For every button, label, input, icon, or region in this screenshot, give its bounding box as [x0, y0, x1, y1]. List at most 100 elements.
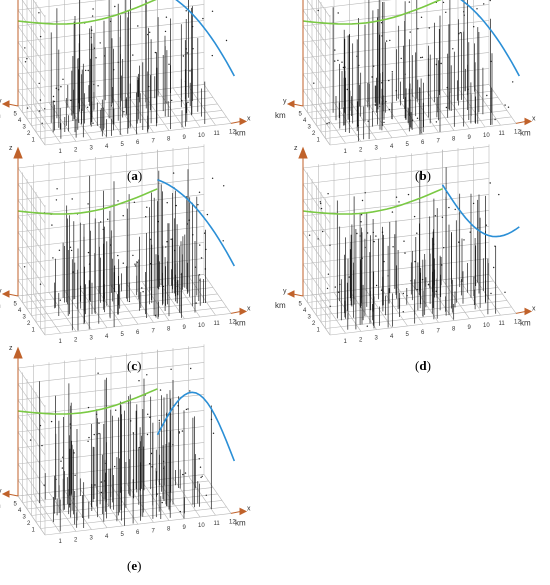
data-point — [199, 244, 200, 245]
data-point — [159, 420, 160, 421]
x-tick-label: 3 — [90, 536, 94, 542]
data-point — [445, 12, 446, 13]
y-tick-label: 2 — [27, 521, 31, 527]
data-point — [341, 62, 342, 63]
data-point — [27, 107, 28, 108]
data-point — [383, 122, 384, 123]
x-tick-label: 3 — [90, 336, 94, 342]
data-point — [476, 8, 477, 9]
data-point — [97, 373, 98, 374]
data-point — [428, 284, 429, 285]
data-point — [190, 368, 191, 369]
x-tick-label: 5 — [121, 142, 125, 148]
x-tick-label: 1 — [59, 339, 63, 345]
data-point — [135, 265, 136, 266]
data-point — [381, 290, 382, 291]
x-tick-label: 10 — [198, 133, 205, 139]
data-point — [334, 60, 335, 61]
x-tick-label: 3 — [90, 146, 94, 152]
data-point — [92, 8, 93, 9]
data-point — [129, 301, 130, 302]
data-point — [166, 241, 167, 242]
data-point — [88, 252, 89, 253]
x-unit-label: km — [520, 318, 531, 327]
data-point — [223, 185, 224, 186]
data-point — [170, 239, 171, 240]
data-point — [100, 221, 101, 222]
data-point — [361, 214, 362, 215]
data-point — [87, 203, 88, 204]
x-axis-label: x — [532, 115, 536, 122]
y-tick-label: 4 — [303, 118, 307, 124]
data-point — [313, 83, 314, 84]
data-point — [42, 123, 43, 124]
data-point — [473, 26, 474, 27]
y-axis-label: y — [283, 288, 287, 295]
data-point — [165, 31, 166, 32]
data-point — [123, 215, 124, 216]
x-tick-label: 7 — [437, 138, 441, 144]
data-point — [463, 239, 464, 240]
data-point — [338, 12, 339, 13]
data-point — [322, 231, 323, 232]
x-unit-label: km — [235, 128, 246, 137]
x-tick-label: 10 — [198, 523, 205, 529]
data-point — [132, 54, 133, 55]
data-point — [59, 250, 60, 251]
data-point — [88, 407, 89, 408]
data-point — [114, 466, 115, 467]
data-point — [39, 110, 40, 111]
data-point — [98, 423, 99, 424]
data-point — [60, 86, 61, 87]
x-tick-label: 7 — [437, 328, 441, 334]
y-arrow-head — [3, 291, 9, 297]
data-point — [422, 57, 423, 58]
x-unit-label: km — [235, 518, 246, 527]
data-point — [408, 194, 409, 195]
x-tick-label: 6 — [421, 330, 425, 336]
data-point — [162, 502, 163, 503]
data-point — [442, 217, 443, 218]
data-point — [446, 107, 447, 108]
x-axis-label: x — [247, 505, 251, 512]
data-point — [403, 241, 404, 242]
x-tick-label: 9 — [468, 325, 472, 331]
y-tick-label: 4 — [18, 308, 22, 314]
data-point — [386, 40, 387, 41]
y-tick-label: 2 — [27, 321, 31, 327]
x-arrow-head — [240, 118, 246, 124]
data-point — [51, 421, 52, 422]
x-tick-label: 9 — [183, 325, 187, 331]
data-point — [189, 70, 190, 71]
data-point — [309, 235, 310, 236]
data-point — [508, 107, 509, 108]
data-point — [202, 18, 203, 19]
panel-label: (d) — [415, 358, 431, 374]
data-point — [197, 204, 198, 205]
data-point — [160, 389, 161, 390]
data-point — [185, 472, 186, 473]
data-point — [39, 83, 40, 84]
data-point — [132, 255, 133, 256]
data-point — [165, 246, 166, 247]
data-point — [368, 121, 369, 122]
data-point — [56, 199, 57, 200]
data-point — [443, 247, 444, 248]
data-point — [52, 257, 53, 258]
data-point — [171, 100, 172, 101]
y-arrow-head — [288, 101, 294, 107]
data-point — [486, 95, 487, 96]
data-point — [483, 3, 484, 4]
y-tick-label: 5 — [14, 112, 18, 118]
x-tick-label: 1 — [59, 149, 63, 155]
y-tick-label: 5 — [299, 302, 303, 308]
data-point — [196, 302, 197, 303]
data-point — [88, 437, 89, 438]
data-point — [409, 1, 410, 2]
data-point — [44, 485, 45, 486]
data-point — [458, 242, 459, 243]
